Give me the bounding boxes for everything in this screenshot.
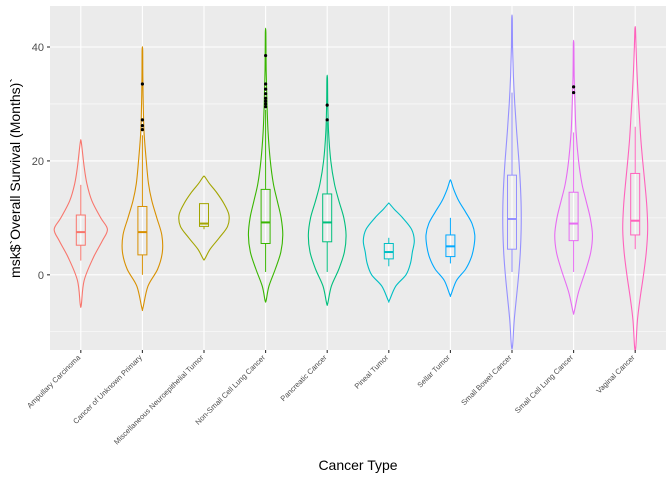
outlier-point — [264, 87, 268, 91]
outlier-point — [264, 96, 268, 100]
outlier-point — [140, 124, 144, 128]
violin-outline — [425, 179, 476, 298]
x-tick-label: Non-Small Cell Lung Cancer — [193, 353, 267, 427]
outlier-point — [264, 92, 268, 96]
x-axis-title: Cancer Type — [318, 457, 397, 473]
box-iqr — [75, 214, 86, 246]
x-tick-label: Vaginal Cancer — [594, 353, 637, 396]
outlier-point — [264, 53, 268, 58]
box-iqr — [507, 174, 517, 250]
violin-group — [502, 14, 522, 350]
violin-group — [554, 39, 594, 315]
box-iqr — [568, 191, 579, 242]
box-iqr — [630, 172, 641, 236]
outlier-point — [140, 82, 144, 86]
violin-outline — [178, 175, 230, 261]
outlier-point — [325, 103, 329, 107]
outlier-point — [264, 82, 268, 86]
x-tick-label: Ampullary Carcinoma — [25, 352, 83, 410]
violin-outline — [502, 14, 522, 350]
outlier-point — [572, 90, 576, 95]
violin-outline — [307, 74, 347, 306]
violin-group — [247, 27, 284, 303]
violin-group — [622, 25, 649, 352]
violin-outline — [121, 46, 164, 312]
violin-group — [307, 74, 347, 306]
box-iqr — [199, 203, 209, 227]
y-tick-label: 40 — [32, 42, 44, 54]
x-tick-label: Pancreatic Cancer — [279, 353, 329, 403]
violins — [53, 14, 649, 352]
box-iqr — [322, 193, 333, 243]
violin-outline — [247, 27, 284, 303]
y-tick-label: 0 — [38, 270, 44, 282]
outlier-point — [140, 127, 144, 132]
violin-group — [121, 46, 164, 312]
violin-outline — [554, 39, 594, 315]
box-iqr — [260, 188, 271, 244]
outlier-point — [264, 105, 268, 109]
violin-group — [53, 139, 108, 308]
y-tick-label: 20 — [32, 156, 44, 168]
violin-group — [425, 179, 476, 298]
plot-panel — [50, 6, 666, 350]
outlier-point — [572, 85, 576, 89]
x-tick-label: Pineal Tumor — [353, 353, 391, 391]
outlier-point — [140, 118, 144, 122]
violin-group — [362, 202, 415, 303]
outlier-point — [325, 118, 329, 122]
y-axis-ticks: 0 20 40 — [32, 42, 50, 282]
y-axis-title: msk$`Overall Survival (Months)` — [7, 78, 23, 278]
x-tick-label: Cancer of Unknown Primary — [71, 353, 144, 426]
violin-outline — [622, 25, 649, 352]
outlier-point — [264, 99, 268, 103]
violin-outline — [53, 139, 108, 308]
violin-group — [178, 175, 230, 261]
box-iqr — [137, 205, 148, 256]
x-tick-label: Small Bowel Cancer — [459, 353, 513, 407]
outlier-point — [264, 102, 268, 106]
grid-minor — [50, 103, 666, 333]
violin-outline — [362, 202, 415, 303]
x-tick-label: Sellar Tumor — [415, 353, 452, 390]
x-tick-label: Small Cell Lung Cancer — [513, 353, 575, 415]
